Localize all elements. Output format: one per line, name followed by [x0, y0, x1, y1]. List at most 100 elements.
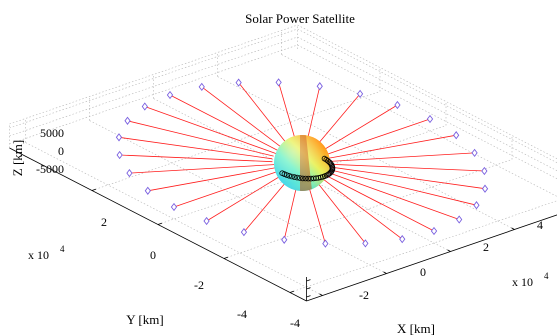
grid-line — [9, 24, 298, 125]
z-tick-mark — [306, 279, 311, 282]
mirror-marker — [144, 186, 151, 195]
y-tick-label: 0 — [150, 248, 156, 262]
tether-line — [129, 164, 275, 174]
z-tick-mark — [306, 295, 311, 298]
coil-loop — [302, 175, 309, 182]
mirror-marker — [235, 78, 242, 87]
y-tick-mark — [289, 290, 295, 293]
x-axis-exponent: x 10 — [512, 275, 533, 289]
tether-line — [330, 169, 477, 206]
tether-line — [331, 166, 486, 190]
coil-loop — [286, 173, 293, 179]
tether-line — [317, 104, 398, 154]
mirror-marker — [240, 227, 248, 237]
grid-line — [281, 54, 557, 197]
x-tick-mark — [447, 249, 451, 252]
mirror-marker — [481, 184, 489, 193]
coil-loop — [294, 174, 301, 181]
coil-loop — [288, 173, 295, 180]
coil-loop — [321, 155, 328, 162]
mirror-marker — [453, 131, 460, 140]
tether-line — [201, 86, 286, 151]
y-axis-exponent-power: 4 — [60, 244, 65, 254]
mirror-markers — [115, 78, 489, 248]
mirror-marker — [126, 168, 133, 178]
mirror-marker — [275, 78, 282, 87]
mirror-marker — [203, 216, 210, 226]
tether-line — [147, 167, 277, 192]
central-sphere — [274, 135, 330, 191]
x-axis-label: X [km] — [397, 321, 435, 335]
y-tick-mark — [157, 222, 163, 225]
mirror-marker — [456, 215, 463, 224]
tether-line — [206, 172, 287, 222]
grid-line — [297, 24, 557, 160]
x-tick-mark — [383, 271, 387, 274]
x-axis-exponent-power: 4 — [544, 271, 549, 281]
x-tick-label: 2 — [483, 240, 489, 254]
x-tick-label: 4 — [537, 218, 543, 232]
tether-line — [119, 154, 273, 163]
tether-line — [322, 118, 431, 157]
x-tick-label: -4 — [290, 316, 300, 330]
mirror-marker — [394, 100, 401, 110]
y-tick-label: -2 — [194, 278, 204, 292]
tether-line — [169, 94, 281, 153]
mirror-marker — [430, 226, 438, 236]
coil-loop — [299, 175, 306, 182]
mirror-marker — [198, 82, 205, 92]
tether-coils — [279, 155, 336, 182]
tether-line — [327, 171, 460, 220]
z-tick-label: 5000 — [40, 126, 64, 140]
mirror-marker — [426, 114, 434, 124]
coil-loop — [305, 175, 312, 182]
tether-line — [311, 175, 366, 244]
grid-line — [297, 28, 557, 164]
mirror-marker — [316, 82, 323, 91]
mirror-marker — [471, 148, 478, 158]
mirror-marker — [356, 89, 364, 99]
mirror-marker — [166, 90, 174, 100]
tether-line — [127, 120, 274, 157]
tether-line — [329, 152, 475, 162]
tether-line — [118, 136, 273, 160]
x-tick-label: 0 — [420, 265, 426, 279]
tether-line — [331, 163, 485, 172]
mirror-marker — [170, 202, 178, 212]
grid-line — [297, 36, 557, 172]
mirror-marker — [124, 116, 131, 125]
tether-line — [318, 175, 403, 240]
coil-loop — [283, 172, 290, 178]
x-tick-mark — [319, 293, 323, 296]
mirror-marker — [399, 234, 406, 244]
mirror-marker — [141, 102, 148, 111]
chart-title: Solar Power Satellite — [245, 11, 355, 26]
z-axis-label: Z [km] — [10, 140, 25, 176]
grid-line — [9, 28, 298, 129]
z-tick-label: 0 — [58, 144, 64, 158]
y-axis-exponent: x 10 — [28, 248, 49, 262]
tether-line — [238, 82, 293, 151]
mirror-marker — [322, 239, 329, 248]
tether-line — [327, 134, 457, 159]
y-tick-label: -4 — [237, 307, 247, 321]
tether-line — [173, 169, 282, 208]
coil-loop — [291, 174, 298, 180]
mirror-marker — [473, 201, 480, 210]
tether-line — [144, 106, 277, 155]
mirror-marker — [362, 239, 369, 248]
coil-loop — [297, 175, 303, 181]
y-tick-mark — [91, 188, 97, 191]
z-tick-label: -5000 — [36, 162, 64, 176]
x-tick-label: -2 — [359, 288, 369, 302]
y-tick-mark — [223, 256, 229, 259]
y-tick-label: 2 — [101, 215, 107, 229]
sphere-shading — [274, 135, 330, 191]
x-tick-mark — [511, 227, 515, 230]
grid-lines — [9, 24, 557, 296]
mirror-marker — [481, 166, 488, 176]
axis-ticks — [91, 188, 515, 298]
z-tick-mark — [306, 287, 311, 290]
mirror-marker — [116, 150, 123, 160]
